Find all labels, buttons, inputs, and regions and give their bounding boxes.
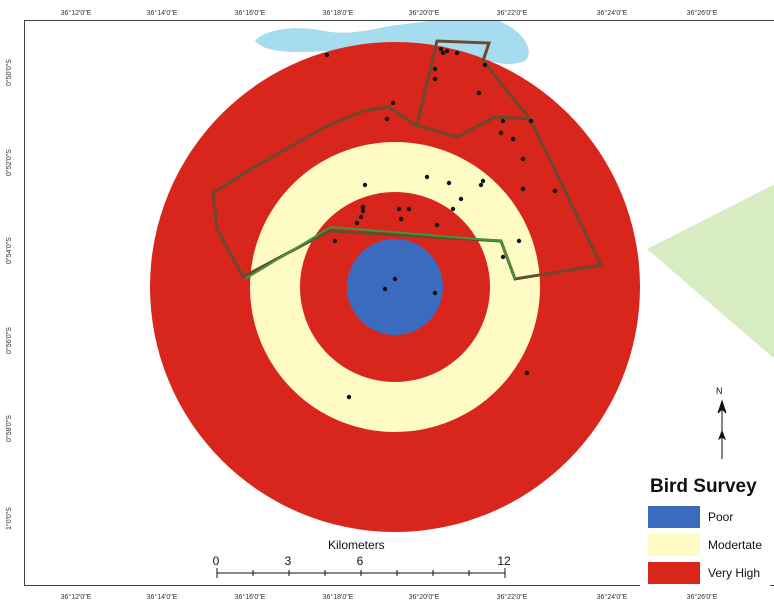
survey-point <box>390 100 396 106</box>
survey-point <box>396 206 402 212</box>
survey-point <box>480 178 486 184</box>
legend-title: Bird Survey <box>650 476 757 497</box>
legend-swatch-poor <box>648 506 700 528</box>
lon-label: 36°26'0"E <box>686 594 718 601</box>
survey-point <box>482 62 488 68</box>
survey-point <box>432 76 438 82</box>
survey-point <box>434 222 440 228</box>
legend-label: Modertate <box>708 538 763 552</box>
lat-label: 0°52'0"S <box>6 149 13 176</box>
lon-label: 36°18'0"E <box>322 10 354 17</box>
survey-point <box>458 196 464 202</box>
boundary-green-line <box>244 225 516 280</box>
survey-point <box>444 48 450 54</box>
lat-label: 0°50'0"S <box>6 59 13 86</box>
survey-point <box>500 118 506 124</box>
survey-point <box>450 206 456 212</box>
lon-label: 36°20'0"E <box>408 594 440 601</box>
lon-label: 36°14'0"E <box>146 594 178 601</box>
lon-label: 36°18'0"E <box>322 594 354 601</box>
survey-point <box>360 204 366 210</box>
survey-point <box>432 66 438 72</box>
survey-point <box>528 118 534 124</box>
lat-label: 0°54'0"S <box>6 237 13 264</box>
lat-label: 1°0'0"S <box>6 507 13 530</box>
legend-item-poor: Poor <box>648 506 770 528</box>
survey-point <box>424 174 430 180</box>
map-frame <box>24 20 774 586</box>
survey-point <box>382 286 388 292</box>
protected-area-shape <box>647 184 774 359</box>
lon-label: 36°24'0"E <box>596 594 628 601</box>
poor-core <box>347 239 443 335</box>
survey-point <box>406 206 412 212</box>
survey-point <box>516 238 522 244</box>
survey-point <box>432 290 438 296</box>
survey-point <box>360 208 366 214</box>
survey-point <box>346 394 352 400</box>
survey-point <box>476 90 482 96</box>
survey-point <box>440 50 446 56</box>
lon-label: 36°22'0"E <box>496 10 528 17</box>
survey-point <box>454 50 460 56</box>
scale-bar <box>216 568 506 578</box>
survey-point <box>398 216 404 222</box>
survey-point <box>354 220 360 226</box>
survey-point <box>552 188 558 194</box>
survey-point <box>498 130 504 136</box>
survey-point <box>392 276 398 282</box>
scale-tick-label: 6 <box>356 554 364 568</box>
lon-label: 36°22'0"E <box>496 594 528 601</box>
survey-point <box>478 182 484 188</box>
survey-point <box>520 156 526 162</box>
survey-point <box>438 46 444 52</box>
legend-item-moderate: Modertate <box>648 534 770 556</box>
scale-tick-label: 12 <box>497 554 511 568</box>
survey-points <box>324 46 558 400</box>
survey-point <box>510 136 516 142</box>
survey-point <box>332 238 338 244</box>
survey-point <box>362 182 368 188</box>
survey-point <box>520 186 526 192</box>
lon-label: 36°26'0"E <box>686 10 718 17</box>
survey-point <box>358 214 364 220</box>
north-arrow-icon <box>717 399 727 459</box>
lon-label: 36°12'0"E <box>60 594 92 601</box>
lon-label: 36°16'0"E <box>234 10 266 17</box>
survey-point <box>384 116 390 122</box>
lon-label: 36°14'0"E <box>146 10 178 17</box>
legend: Bird Survey Poor Modertate Very High <box>640 470 770 588</box>
legend-label: Very High <box>708 566 761 580</box>
survey-point <box>446 180 452 186</box>
survey-point <box>524 370 530 376</box>
legend-item-very-high: Very High <box>648 562 770 584</box>
legend-swatch-moderate <box>648 534 700 556</box>
legend-swatch-very-high <box>648 562 700 584</box>
lat-label: 0°58'0"S <box>6 415 13 442</box>
scale-tick-label: 0 <box>212 554 220 568</box>
lon-label: 36°24'0"E <box>596 10 628 17</box>
lon-label: 36°20'0"E <box>408 10 440 17</box>
survey-point <box>500 254 506 260</box>
boundary-brown-north <box>415 39 532 126</box>
lon-label: 36°16'0"E <box>234 594 266 601</box>
north-label: N <box>716 386 723 396</box>
scale-title: Kilometers <box>328 538 385 552</box>
map-canvas[interactable] <box>25 21 774 586</box>
survey-point <box>324 52 330 58</box>
legend-label: Poor <box>708 510 734 524</box>
lat-label: 0°56'0"S <box>6 327 13 354</box>
scale-tick-label: 3 <box>284 554 292 568</box>
lon-label: 36°12'0"E <box>60 10 92 17</box>
